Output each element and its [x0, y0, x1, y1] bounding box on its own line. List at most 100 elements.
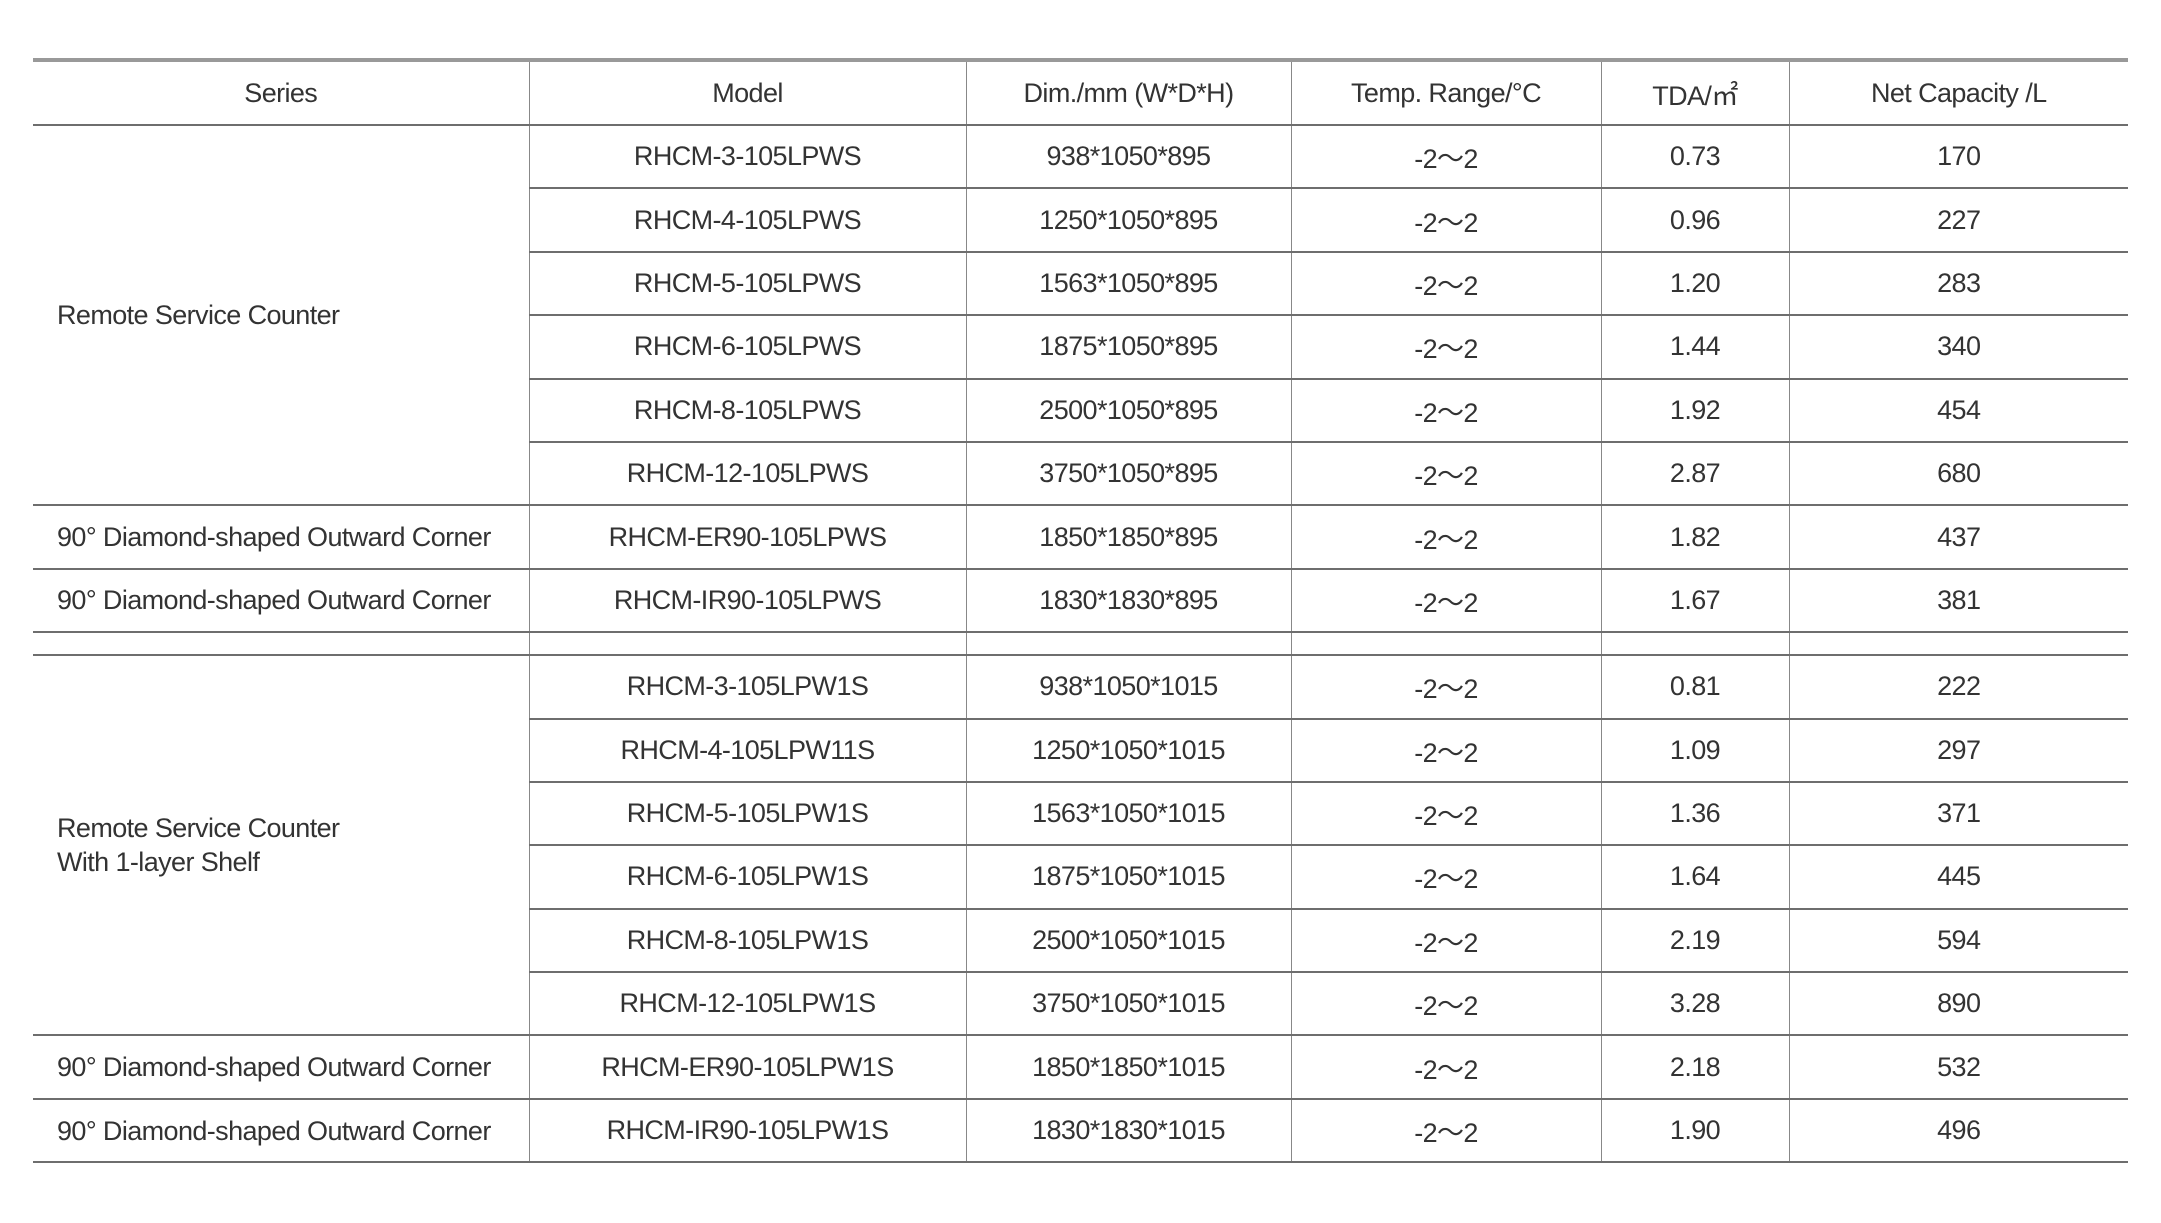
tda-cell: 1.20: [1600, 251, 1789, 317]
spacer-cell: [1290, 632, 1601, 657]
temp-range-cell: -2～2: [1290, 845, 1601, 910]
dimensions-cell: 2500*1050*1015: [965, 908, 1291, 974]
header-temp-range: Temp. Range/°C: [1290, 58, 1601, 126]
table-row: RHCM-12-105LPW1S 3750*1050*1015 -2～2 3.28 89…: [33, 972, 2128, 1037]
series-label: 90° Diamond-shaped Outward Corner: [57, 1115, 491, 1146]
net-capacity-cell: 454: [1788, 378, 2128, 443]
model-cell: RHCM-IR90-105LPWS: [528, 568, 966, 634]
net-capacity-cell: 890: [1788, 972, 2128, 1037]
table-row: RHCM-12-105LPWS 3750*1050*895 -2～2 2.87 680: [33, 441, 2128, 507]
temp-range-cell: -2～2: [1290, 441, 1601, 507]
dimensions-cell: 1830*1830*1015: [965, 1098, 1291, 1164]
temp-range-cell: -2～2: [1290, 315, 1601, 380]
series-cell: 90° Diamond-shaped Outward Corner: [33, 1098, 529, 1164]
net-capacity-cell: 340: [1788, 315, 2128, 380]
series-label: 90° Diamond-shaped Outward Corner: [57, 1052, 491, 1083]
net-capacity-cell: 594: [1788, 908, 2128, 974]
spacer-row: [33, 632, 2128, 657]
model-cell: RHCM-4-105LPW11S: [528, 718, 966, 783]
series-cell: 90° Diamond-shaped Outward Corner: [33, 568, 529, 634]
dimensions-cell: 3750*1050*895: [965, 441, 1291, 507]
net-capacity-cell: 227: [1788, 188, 2128, 253]
model-cell: RHCM-12-105LPWS: [528, 441, 966, 507]
tda-cell: 1.36: [1600, 781, 1789, 847]
model-cell: RHCM-IR90-105LPW1S: [528, 1098, 966, 1164]
series-cell: 90° Diamond-shaped Outward Corner: [33, 505, 529, 570]
tda-cell: 1.09: [1600, 718, 1789, 783]
tda-cell: 0.81: [1600, 655, 1789, 720]
table-row: RHCM-8-105LPWS 2500*1050*895 -2～2 1.92 454: [33, 378, 2128, 443]
net-capacity-cell: 283: [1788, 251, 2128, 317]
spec-table: Series Model Dim./mm (W*D*H) Temp. Range…: [33, 58, 2128, 1164]
dimensions-cell: 2500*1050*895: [965, 378, 1291, 443]
dimensions-cell: 1875*1050*895: [965, 315, 1291, 380]
dimensions-cell: 1250*1050*895: [965, 188, 1291, 253]
series-label: Remote Service Counter: [57, 300, 340, 331]
series-cell: Remote Service Counter With 1-layer Shelf: [33, 655, 529, 1037]
table-row: Remote Service Counter RHCM-3-105LPWS 938*…: [33, 125, 2128, 507]
temp-range-cell: -2～2: [1290, 908, 1601, 974]
spacer-cell: [33, 632, 529, 657]
model-cell: RHCM-8-105LPW1S: [528, 908, 966, 974]
model-cell: RHCM-ER90-105LPW1S: [528, 1035, 966, 1100]
table-row: Remote Service Counter With 1-layer Shelf…: [33, 655, 2128, 1037]
model-cell: RHCM-4-105LPWS: [528, 188, 966, 253]
table-row: 90° Diamond-shaped Outward Corner RHCM-ER…: [33, 1035, 2128, 1100]
temp-range-cell: -2～2: [1290, 1035, 1601, 1100]
header-dimensions: Dim./mm (W*D*H): [965, 58, 1291, 126]
tda-cell: 2.87: [1600, 441, 1789, 507]
header-tda: TDA/㎡: [1600, 58, 1789, 126]
temp-range-cell: -2～2: [1290, 568, 1601, 634]
net-capacity-cell: 496: [1788, 1098, 2128, 1164]
header-model: Model: [528, 58, 966, 126]
dimensions-cell: 3750*1050*1015: [965, 972, 1291, 1037]
model-cell: RHCM-6-105LPW1S: [528, 845, 966, 910]
table-row: 90° Diamond-shaped Outward Corner RHCM-IR…: [33, 1098, 2128, 1164]
model-cell: RHCM-6-105LPWS: [528, 315, 966, 380]
temp-range-cell: -2～2: [1290, 972, 1601, 1037]
temp-range-cell: -2～2: [1290, 718, 1601, 783]
model-cell: RHCM-12-105LPW1S: [528, 972, 966, 1037]
table-row: RHCM-6-105LPWS 1875*1050*895 -2～2 1.44 340: [33, 315, 2128, 380]
model-cell: RHCM-8-105LPWS: [528, 378, 966, 443]
net-capacity-cell: 381: [1788, 568, 2128, 634]
table-row: RHCM-4-105LPW11S 1250*1050*1015 -2～2 1.09 29…: [33, 718, 2128, 783]
tda-cell: 1.92: [1600, 378, 1789, 443]
table-row: 90° Diamond-shaped Outward Corner RHCM-ER…: [33, 505, 2128, 570]
temp-range-cell: -2～2: [1290, 251, 1601, 317]
series-label: 90° Diamond-shaped Outward Corner: [57, 522, 491, 553]
dimensions-cell: 1563*1050*1015: [965, 781, 1291, 847]
net-capacity-cell: 532: [1788, 1035, 2128, 1100]
series-cell: Remote Service Counter: [33, 125, 529, 507]
tda-cell: 2.19: [1600, 908, 1789, 974]
net-capacity-cell: 445: [1788, 845, 2128, 910]
table-row: RHCM-5-105LPWS 1563*1050*895 -2～2 1.20 283: [33, 251, 2128, 317]
dimensions-cell: 1850*1850*895: [965, 505, 1291, 570]
table-row: 90° Diamond-shaped Outward Corner RHCM-IR…: [33, 568, 2128, 634]
tda-cell: 1.64: [1600, 845, 1789, 910]
tda-cell: 1.67: [1600, 568, 1789, 634]
dimensions-cell: 1563*1050*895: [965, 251, 1291, 317]
tda-cell: 1.82: [1600, 505, 1789, 570]
table-row: RHCM-5-105LPW1S 1563*1050*1015 -2～2 1.36 371: [33, 781, 2128, 847]
net-capacity-cell: 437: [1788, 505, 2128, 570]
spacer-cell: [965, 632, 1291, 657]
temp-range-cell: -2～2: [1290, 125, 1601, 190]
temp-range-cell: -2～2: [1290, 188, 1601, 253]
table-row: RHCM-8-105LPW1S 2500*1050*1015 -2～2 2.19 594: [33, 908, 2128, 974]
header-net-capacity: Net Capacity /L: [1788, 58, 2128, 126]
tda-cell: 3.28: [1600, 972, 1789, 1037]
model-cell: RHCM-3-105LPWS: [528, 125, 966, 190]
dimensions-cell: 1875*1050*1015: [965, 845, 1291, 910]
header-series: Series: [33, 58, 529, 126]
temp-range-cell: -2～2: [1290, 781, 1601, 847]
series-label: 90° Diamond-shaped Outward Corner: [57, 585, 491, 616]
model-cell: RHCM-ER90-105LPWS: [528, 505, 966, 570]
tda-cell: 2.18: [1600, 1035, 1789, 1100]
series-cell: 90° Diamond-shaped Outward Corner: [33, 1035, 529, 1100]
dimensions-cell: 938*1050*895: [965, 125, 1291, 190]
dimensions-cell: 1250*1050*1015: [965, 718, 1291, 783]
series-label: With 1-layer Shelf: [57, 847, 260, 878]
table-row: RHCM-6-105LPW1S 1875*1050*1015 -2～2 1.64 445: [33, 845, 2128, 910]
table-row: RHCM-4-105LPWS 1250*1050*895 -2～2 0.96 227: [33, 188, 2128, 253]
